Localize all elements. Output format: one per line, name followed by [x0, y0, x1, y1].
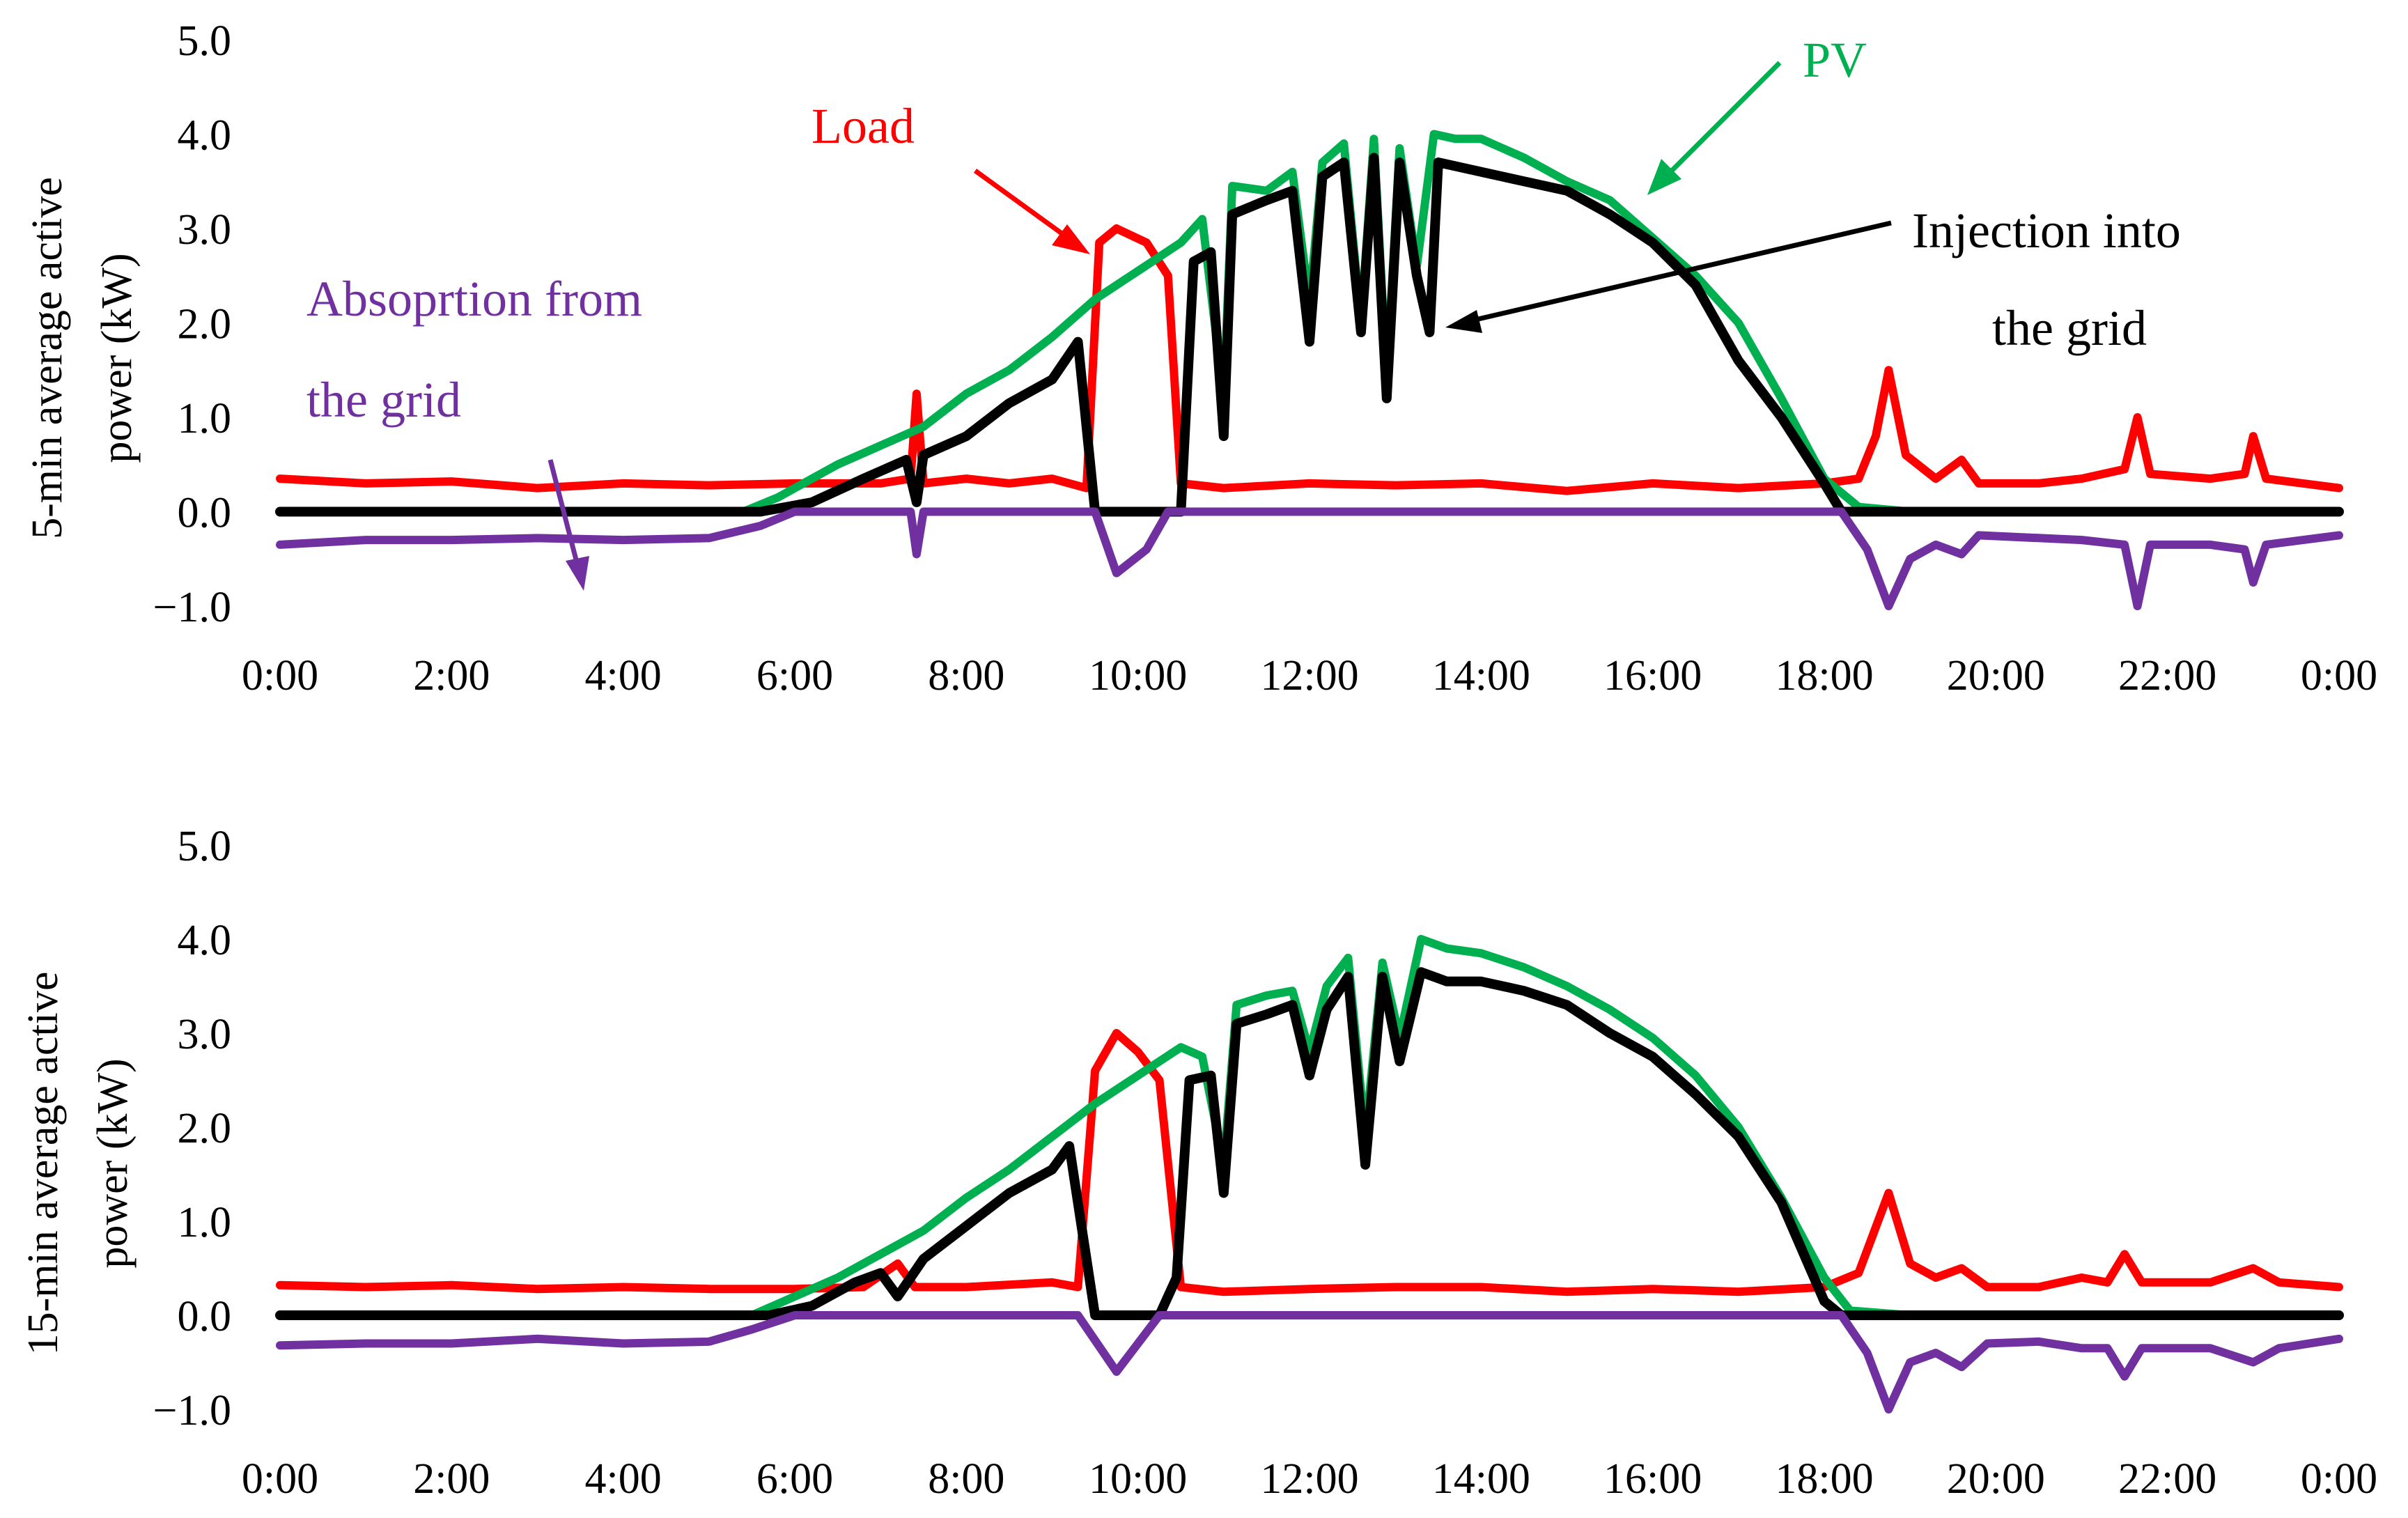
annotations: Load PV Injection into the grid Absoprti… — [306, 32, 2181, 591]
series-line-absorption — [276, 507, 2343, 610]
x-tick-label: 10:00 — [1089, 1455, 1187, 1503]
y-axis-label: 15-min average active power (kW) — [20, 972, 137, 1356]
y-axis-label-line-2: power (kW) — [93, 253, 141, 463]
x-tick-label: 20:00 — [1947, 1455, 2045, 1503]
x-tick-label: 22:00 — [2118, 1455, 2216, 1503]
y-tick-label: 5.0 — [178, 823, 232, 870]
y-tick-label: 4.0 — [178, 112, 232, 160]
series-line-absorption — [276, 1311, 2343, 1414]
x-tick-label: 8:00 — [928, 652, 1004, 699]
y-tick-label: 3.0 — [178, 1011, 232, 1058]
y-tick-labels: 5.0 4.0 3.0 2.0 1.0 0.0 −1.0 — [153, 823, 231, 1434]
x-tick-label: 4:00 — [585, 1455, 662, 1503]
y-tick-label: −1.0 — [153, 1387, 231, 1434]
y-tick-label: 2.0 — [178, 301, 232, 348]
x-tick-label: 14:00 — [1432, 1455, 1530, 1503]
arrow-load — [973, 169, 1090, 254]
x-tick-label: 0:00 — [242, 652, 318, 699]
x-tick-label: 14:00 — [1432, 652, 1530, 699]
annotation-injection-line-2: the grid — [1992, 300, 2147, 356]
annotation-absorption-line-2: the grid — [306, 372, 461, 428]
y-tick-label: 2.0 — [178, 1105, 232, 1152]
x-tick-label: 0:00 — [242, 1455, 318, 1503]
x-tick-label: 2:00 — [413, 1455, 490, 1503]
x-tick-label: 12:00 — [1260, 652, 1358, 699]
y-tick-label: 1.0 — [178, 1199, 232, 1246]
annotation-pv: PV — [1803, 32, 1867, 88]
series-layer — [275, 935, 2344, 1414]
y-tick-label: 1.0 — [178, 395, 232, 442]
x-tick-label: 22:00 — [2118, 652, 2216, 699]
x-tick-label: 0:00 — [2301, 652, 2377, 699]
y-axis-label: 5-min average active power (kW) — [24, 177, 141, 539]
series-line-injection — [275, 967, 2344, 1320]
y-axis-label-line-2: power (kW) — [89, 1058, 137, 1268]
series-line-pv — [276, 935, 2343, 1319]
x-tick-label: 18:00 — [1775, 1455, 1873, 1503]
x-tick-label: 4:00 — [585, 652, 662, 699]
y-axis-label-line-1: 15-min average active — [20, 972, 67, 1356]
y-tick-label: −1.0 — [153, 584, 231, 631]
arrow-absorption — [547, 459, 589, 591]
x-tick-label: 12:00 — [1260, 1455, 1358, 1503]
arrow-pv — [1647, 61, 1782, 195]
x-tick-label: 20:00 — [1947, 652, 2045, 699]
y-tick-labels: 5.0 4.0 3.0 2.0 1.0 0.0 −1.0 — [153, 17, 231, 631]
x-tick-label: 6:00 — [756, 1455, 833, 1503]
arrow-injection — [1445, 220, 1892, 333]
x-tick-label: 16:00 — [1603, 652, 1702, 699]
x-tick-label: 2:00 — [413, 652, 490, 699]
x-tick-label: 16:00 — [1603, 1455, 1702, 1503]
chart-5min: 5-min average active power (kW) 5.0 4.0 3.… — [24, 17, 2377, 699]
chart-15min: 15-min average active power (kW) 5.0 4.0 3… — [20, 823, 2377, 1503]
y-tick-label: 5.0 — [178, 17, 232, 65]
y-tick-label: 0.0 — [178, 1293, 232, 1340]
series-layer — [275, 130, 2344, 610]
series-line-pv — [276, 130, 2343, 516]
y-tick-label: 3.0 — [178, 206, 232, 254]
annotation-absorption-line-1: Absoprtion from — [306, 271, 642, 327]
x-tick-label: 10:00 — [1089, 652, 1187, 699]
x-tick-labels: 0:00 2:00 4:00 6:00 8:00 10:00 12:00 14:00 16:00… — [242, 1455, 2377, 1503]
x-tick-label: 18:00 — [1775, 652, 1873, 699]
x-tick-labels: 0:00 2:00 4:00 6:00 8:00 10:00 12:00 14:00 16:00… — [242, 652, 2377, 699]
x-tick-label: 8:00 — [928, 1455, 1004, 1503]
x-tick-label: 6:00 — [756, 652, 833, 699]
y-tick-label: 4.0 — [178, 917, 232, 964]
annotation-injection-line-1: Injection into — [1912, 203, 2181, 258]
series-line-load — [276, 224, 2343, 495]
y-axis-label-line-1: 5-min average active — [24, 177, 71, 539]
y-tick-label: 0.0 — [178, 490, 232, 537]
x-tick-label: 0:00 — [2301, 1455, 2377, 1503]
annotation-load: Load — [811, 98, 915, 154]
series-line-injection — [275, 153, 2344, 517]
